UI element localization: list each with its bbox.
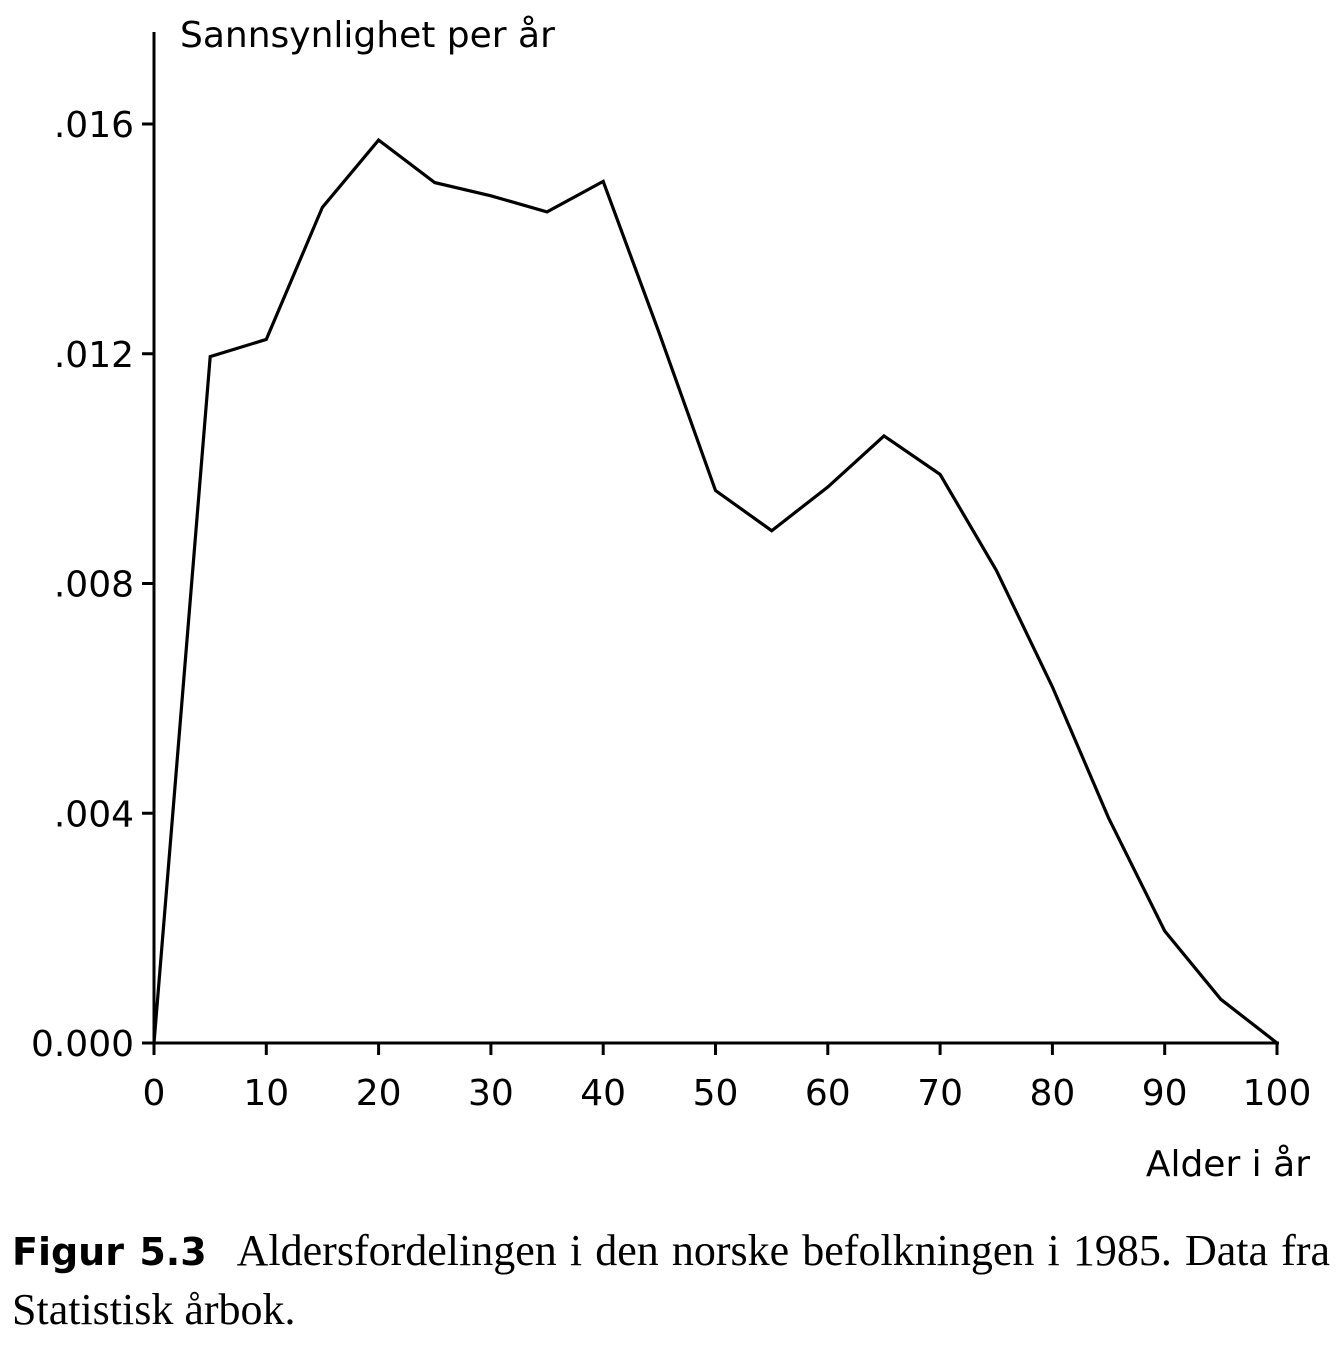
y-axis-label: Sannsynlighet per år [180, 15, 555, 56]
chart-axes [152, 32, 1279, 1047]
x-tick-label: 90 [1142, 1073, 1188, 1114]
x-tick-label: 20 [356, 1073, 402, 1114]
y-axis-ticks: 0.000 .004 .008 .012 .016 [31, 105, 154, 1065]
caption-text: Aldersfordelingen i den norske befolknin… [12, 1226, 1330, 1334]
x-tick-label: 60 [805, 1073, 851, 1114]
data-series [152, 137, 1278, 1045]
x-tick-label: 100 [1243, 1073, 1312, 1114]
x-tick-label: 50 [693, 1073, 739, 1114]
x-tick-label: 40 [580, 1073, 626, 1114]
x-tick-label: 70 [917, 1073, 963, 1114]
y-tick-label: .016 [54, 105, 134, 146]
y-tick-label: 0.000 [31, 1024, 134, 1065]
y-tick-label: .008 [54, 565, 134, 606]
x-tick-label: 0 [143, 1073, 166, 1114]
x-tick-label: 10 [243, 1073, 289, 1114]
series-line [152, 137, 1278, 1045]
x-axis-ticks: 0 10 20 30 40 50 60 70 80 90 100 [143, 1043, 1312, 1114]
figure-caption: Figur 5.3 Aldersfordelingen i den norske … [12, 1222, 1330, 1339]
x-axis-label: Alder i år [1146, 1144, 1310, 1185]
line-chart: 0.000 .004 .008 .012 .016 0 10 20 30 40 50 60 70 80 9… [31, 15, 1312, 1185]
figure-number: Figur 5.3 [12, 1230, 207, 1274]
x-tick-label: 80 [1029, 1073, 1075, 1114]
y-tick-label: .004 [54, 794, 134, 835]
y-tick-label: .012 [54, 335, 134, 376]
x-tick-label: 30 [468, 1073, 514, 1114]
